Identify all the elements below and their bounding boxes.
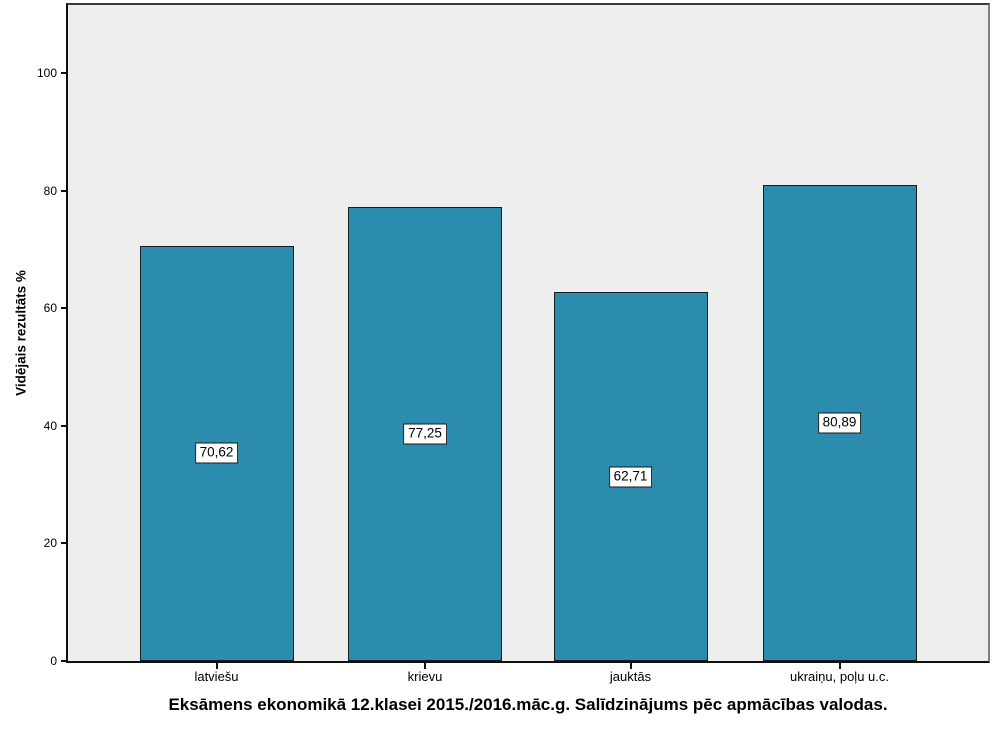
y-tick-mark <box>61 307 68 310</box>
plot-inner: 70,62 77,25 62,71 80,89 <box>68 5 988 661</box>
y-tick-mark <box>61 660 68 662</box>
x-category-label: krievu <box>407 669 443 684</box>
y-tick-label: 60 <box>43 301 57 316</box>
x-category-label: latviešu <box>194 669 239 684</box>
y-tick-mark <box>61 189 68 192</box>
x-tick-mark <box>215 663 218 669</box>
x-category-label: ukraiņu, poļu u.c. <box>789 669 889 684</box>
x-category-label: jauktās <box>609 669 652 684</box>
x-tick-mark <box>629 663 632 669</box>
bar-value-label: 70,62 <box>194 442 239 464</box>
y-tick-mark <box>61 424 68 427</box>
x-tick-mark <box>838 663 841 669</box>
y-tick-label: 20 <box>43 536 57 551</box>
plot-area: 70,62 77,25 62,71 80,89 <box>66 3 990 663</box>
y-tick-label: 80 <box>43 183 57 198</box>
y-tick-label: 0 <box>50 654 57 668</box>
bar-value-label: 62,71 <box>608 466 653 488</box>
y-tick-label: 100 <box>36 66 57 80</box>
y-tick-label: 40 <box>43 418 57 433</box>
bar-value-label: 80,89 <box>817 412 862 434</box>
y-axis-title: Vidējais rezultāts % <box>13 270 29 396</box>
bar-value-label: 77,25 <box>403 423 447 445</box>
y-tick-mark <box>61 72 68 74</box>
chart-title: Eksāmens ekonomikā 12.klasei 2015./2016.… <box>168 695 888 714</box>
y-tick-mark <box>61 542 68 545</box>
x-tick-mark <box>424 663 426 669</box>
